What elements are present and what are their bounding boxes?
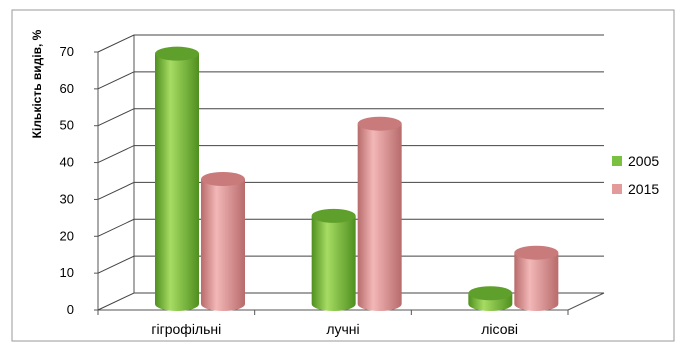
- legend-swatch-2015: [612, 184, 622, 194]
- bar-top: [311, 208, 356, 223]
- bar-top: [468, 286, 513, 301]
- y-tick-label: 10: [60, 265, 74, 280]
- bar-top: [357, 116, 402, 131]
- bar-2015-лучні: [357, 116, 402, 311]
- bar-top: [514, 245, 559, 260]
- chart-border: [11, 9, 675, 342]
- bar-2005-лучні: [311, 208, 356, 311]
- bar-2015-гігрофільні: [201, 172, 245, 311]
- y-tick-label: 0: [67, 302, 74, 317]
- grid-line: [97, 145, 604, 164]
- y-tick-label: 30: [60, 191, 74, 206]
- x-axis-ticks: гігрофільні лучні лісові: [97, 310, 569, 337]
- x-tick-label: лучні: [326, 321, 359, 337]
- bar-body: [155, 53, 199, 311]
- y-tick-label: 20: [60, 228, 74, 243]
- bar-2005-гігрофільні: [155, 46, 199, 311]
- grid-line: [97, 218, 604, 237]
- bar-body: [311, 215, 356, 311]
- grid-line: [97, 34, 604, 53]
- bar-body: [357, 123, 402, 311]
- bar-top: [201, 172, 245, 186]
- bars: [155, 46, 559, 311]
- legend-label-2005: 2005: [628, 153, 659, 169]
- grid-line: [97, 108, 604, 127]
- y-axis-label: Кількість видів, %: [30, 29, 44, 138]
- bar-body: [514, 252, 559, 311]
- y-axis-ticks: 0 10 20 30 40 50 60 70: [60, 44, 98, 317]
- y-tick-label: 40: [60, 155, 74, 170]
- bar-2005-лісові: [468, 286, 513, 311]
- grid-line: [97, 71, 604, 90]
- grid-line: [97, 292, 604, 311]
- grid-line: [97, 255, 604, 274]
- bar-body: [201, 179, 245, 311]
- bar-top: [155, 46, 199, 61]
- floor-right-edge: [567, 292, 605, 311]
- legend: 2005 2015: [612, 153, 659, 197]
- x-tick-label: лісові: [481, 321, 518, 337]
- legend-swatch-2005: [612, 156, 622, 166]
- y-tick-label: 50: [60, 118, 74, 133]
- grid-lines: [97, 34, 604, 311]
- bar-2015-лісові: [514, 245, 559, 311]
- y-tick-label: 70: [60, 44, 74, 59]
- legend-label-2015: 2015: [628, 181, 659, 197]
- grid-line: [97, 181, 604, 200]
- x-tick-label: гігрофільні: [151, 321, 221, 337]
- y-tick-label: 60: [60, 81, 74, 96]
